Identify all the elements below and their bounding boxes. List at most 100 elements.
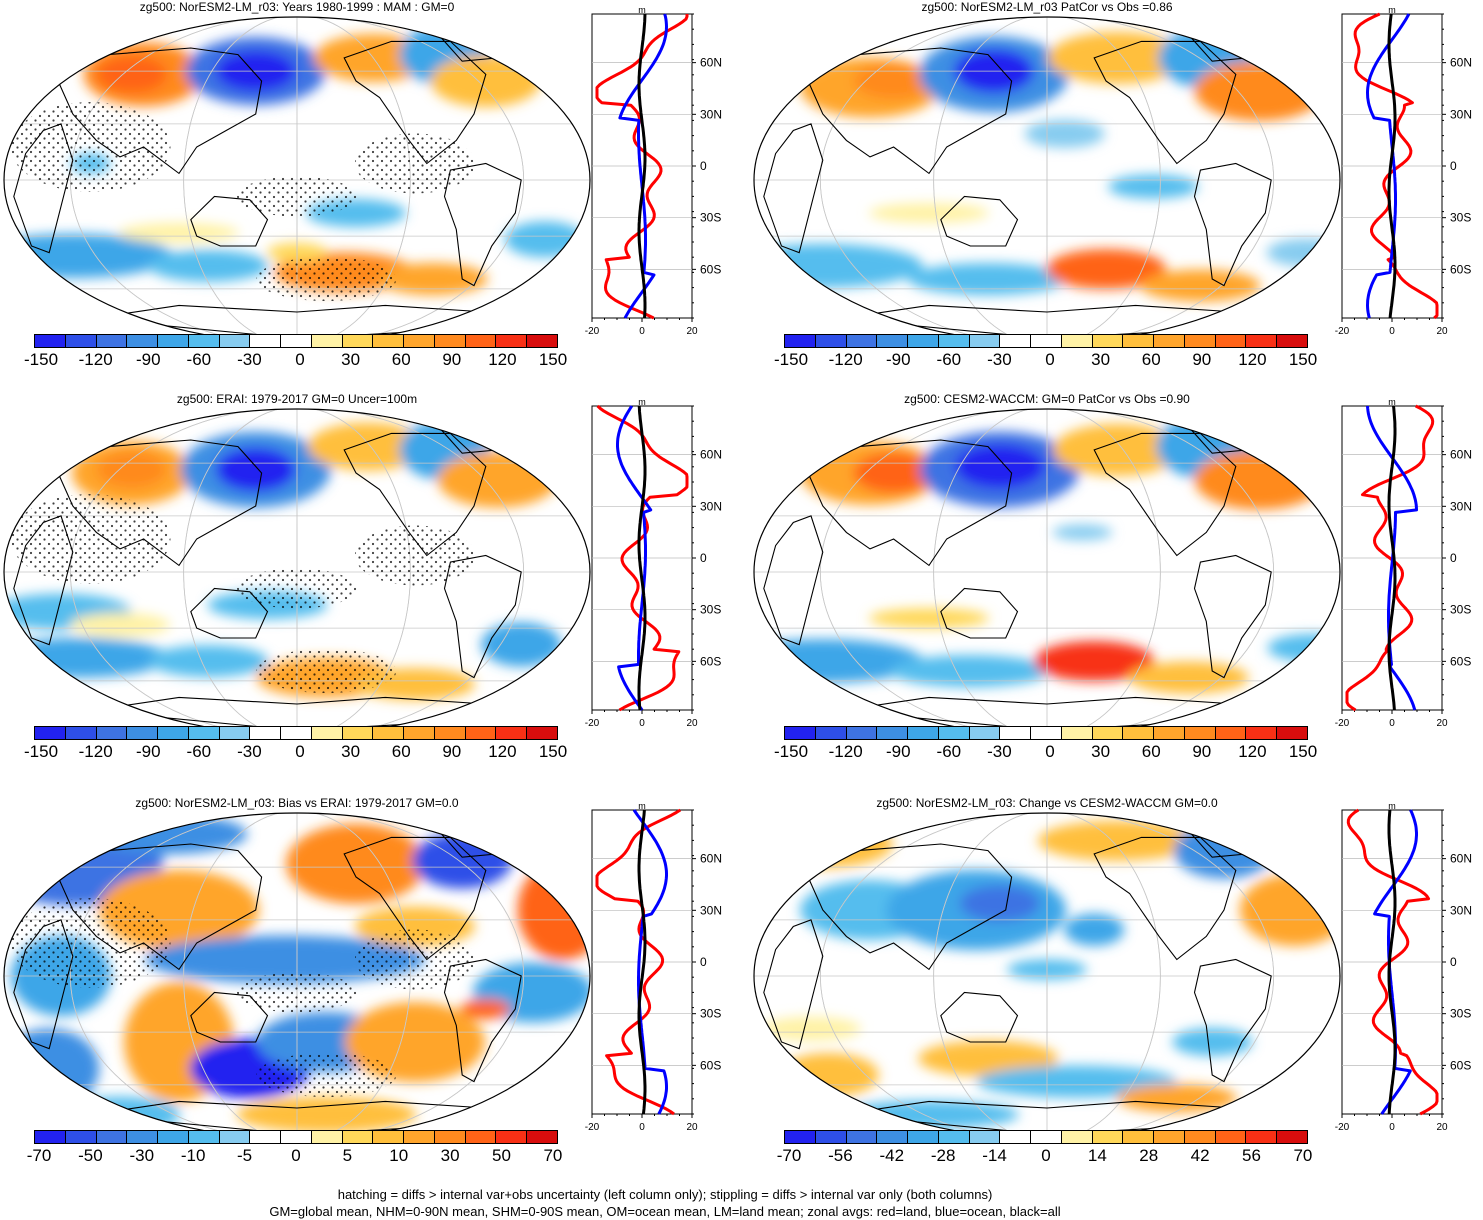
colorbar-label: 0 bbox=[285, 742, 315, 762]
colorbar-label: 30 bbox=[1086, 350, 1116, 370]
colorbar-label: 60 bbox=[1136, 742, 1166, 762]
anomaly-blob bbox=[1108, 175, 1198, 199]
colorbar-label: -30 bbox=[127, 1146, 157, 1166]
colorbar-swatch bbox=[1000, 1131, 1031, 1143]
colorbar-label: -42 bbox=[877, 1146, 907, 1166]
colorbar-label: -150 bbox=[774, 350, 808, 370]
colorbar-label: 0 bbox=[281, 1146, 311, 1166]
colorbar-label: -90 bbox=[883, 350, 913, 370]
colorbar-swatch bbox=[66, 1131, 97, 1143]
colorbar-swatch bbox=[189, 1131, 220, 1143]
colorbar-label: 30 bbox=[435, 1146, 465, 1166]
colorbar-label: 14 bbox=[1082, 1146, 1112, 1166]
lat-tick-label: 30S bbox=[1450, 1007, 1471, 1021]
colorbar-label: 50 bbox=[487, 1146, 517, 1166]
map-p6 bbox=[752, 811, 1342, 1141]
zonal-unit-label: m bbox=[1388, 804, 1396, 811]
colorbar-swatch bbox=[66, 727, 97, 739]
panel-title: zg500: NorESM2-LM_r03 PatCor vs Obs =0.8… bbox=[752, 0, 1342, 14]
zonal-x-tick-label: -20 bbox=[585, 326, 600, 337]
colorbar-swatch bbox=[158, 335, 189, 347]
footer-line-1: hatching = diffs > internal var+obs unce… bbox=[0, 1186, 1330, 1203]
colorbar-label: -150 bbox=[774, 742, 808, 762]
colorbar-label: 120 bbox=[487, 742, 517, 762]
panel-title: zg500: NorESM2-LM_r03: Years 1980-1999 :… bbox=[2, 0, 592, 14]
zonal-x-tick-label: -20 bbox=[1335, 718, 1350, 729]
colorbar bbox=[34, 1130, 558, 1144]
colorbar-label: 70 bbox=[1288, 1146, 1318, 1166]
colorbar-swatch bbox=[373, 727, 404, 739]
zonal-x-tick-label: 20 bbox=[1436, 326, 1448, 337]
colorbar-label: 90 bbox=[1187, 742, 1217, 762]
lat-tick-label: 30S bbox=[1450, 211, 1471, 225]
colorbar-swatch bbox=[312, 727, 343, 739]
colorbar-swatch bbox=[816, 335, 847, 347]
colorbar-label: 56 bbox=[1237, 1146, 1267, 1166]
zonal-x-tick-label: 0 bbox=[639, 1122, 645, 1133]
colorbar-label: 120 bbox=[1237, 350, 1267, 370]
colorbar-swatch bbox=[877, 1131, 908, 1143]
zonal-x-tick-label: -20 bbox=[1335, 1122, 1350, 1133]
colorbar bbox=[784, 334, 1308, 348]
lat-tick-label: 60N bbox=[1450, 56, 1472, 70]
colorbar-swatch bbox=[35, 335, 66, 347]
colorbar-label: 150 bbox=[1288, 742, 1318, 762]
map-p3 bbox=[2, 407, 592, 737]
panel-title: zg500: ERAI: 1979-2017 GM=0 Uncer=100m bbox=[2, 392, 592, 406]
lat-tick-label: 30N bbox=[1450, 499, 1472, 513]
colorbar-swatch bbox=[466, 727, 497, 739]
colorbar-label: -60 bbox=[934, 742, 964, 762]
colorbar-swatch bbox=[785, 1131, 816, 1143]
anomaly-blob bbox=[70, 613, 170, 637]
colorbar-swatch bbox=[1277, 1131, 1307, 1143]
colorbar-label: -60 bbox=[184, 350, 214, 370]
lat-tick-label: 30S bbox=[1450, 603, 1471, 617]
colorbar-label: -30 bbox=[984, 742, 1014, 762]
colorbar-label: -10 bbox=[178, 1146, 208, 1166]
colorbar bbox=[34, 334, 558, 348]
colorbar-swatch bbox=[281, 727, 312, 739]
lat-tick-label: 30N bbox=[700, 903, 722, 917]
colorbar-label: -30 bbox=[984, 350, 1014, 370]
colorbar-swatch bbox=[1216, 335, 1247, 347]
zonal-x-tick-label: 0 bbox=[1389, 718, 1395, 729]
anomaly-blob bbox=[97, 452, 167, 488]
colorbar-swatch bbox=[970, 335, 1001, 347]
colorbar-swatch bbox=[127, 1131, 158, 1143]
anomaly-blob bbox=[431, 55, 541, 107]
anomaly-blob bbox=[890, 655, 1050, 687]
anomaly-blob bbox=[753, 820, 893, 868]
colorbar-swatch bbox=[816, 1131, 847, 1143]
lat-tick-label: 0 bbox=[1450, 159, 1457, 173]
colorbar-swatch bbox=[1246, 727, 1277, 739]
zonal-x-tick-label: -20 bbox=[1335, 326, 1350, 337]
anomaly-blob bbox=[1129, 662, 1249, 694]
colorbar-swatch bbox=[1154, 1131, 1185, 1143]
colorbar-swatch bbox=[877, 335, 908, 347]
colorbar-swatch bbox=[404, 1131, 435, 1143]
lat-tick-label: 30S bbox=[700, 211, 721, 225]
colorbar-swatch bbox=[66, 335, 97, 347]
anomaly-blob bbox=[60, 1097, 180, 1133]
anomaly-blob bbox=[149, 645, 269, 677]
colorbar-swatch bbox=[496, 727, 527, 739]
lat-tick-label: 30N bbox=[1450, 107, 1472, 121]
colorbar-label: -56 bbox=[825, 1146, 855, 1166]
colorbar bbox=[784, 726, 1308, 740]
colorbar-swatch bbox=[908, 727, 939, 739]
lat-tick-label: 60S bbox=[1450, 262, 1471, 276]
colorbar-swatch bbox=[1123, 335, 1154, 347]
colorbar-swatch bbox=[1000, 335, 1031, 347]
anomaly-blob bbox=[960, 885, 1040, 921]
anomaly-blob bbox=[1038, 821, 1198, 861]
colorbar-swatch bbox=[250, 727, 281, 739]
colorbar-swatch bbox=[373, 1131, 404, 1143]
map-p4 bbox=[752, 407, 1342, 737]
colorbar-swatch bbox=[281, 1131, 312, 1143]
colorbar-label: 120 bbox=[487, 350, 517, 370]
